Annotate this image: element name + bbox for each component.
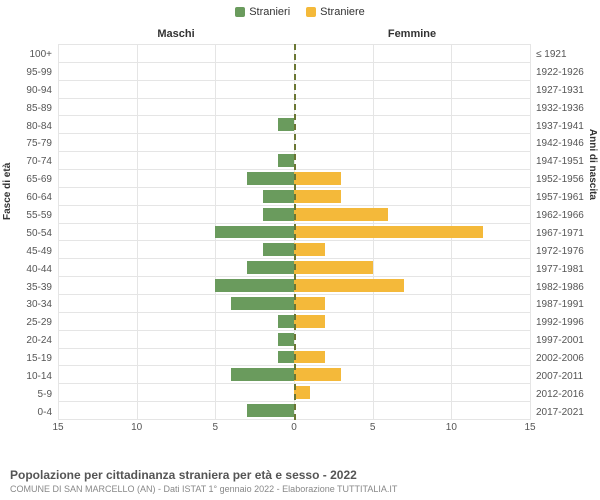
header-female: Femmine [294, 28, 530, 40]
age-label: 95-99 [0, 64, 52, 82]
age-label: 40-44 [0, 261, 52, 279]
birth-label: 1972-1976 [536, 243, 600, 261]
age-label: 55-59 [0, 207, 52, 225]
bar-male [263, 190, 294, 203]
age-label: 85-89 [0, 100, 52, 118]
bar-male [215, 279, 294, 292]
age-label: 30-34 [0, 296, 52, 314]
bar-male [278, 315, 294, 328]
age-label: 90-94 [0, 82, 52, 100]
bar-male [231, 297, 294, 310]
bar-male [278, 333, 294, 346]
age-label: 35-39 [0, 279, 52, 297]
birth-label: 1952-1956 [536, 171, 600, 189]
birth-label: 1937-1941 [536, 118, 600, 136]
bar-male [247, 172, 294, 185]
age-label: 20-24 [0, 332, 52, 350]
birth-label: 1997-2001 [536, 332, 600, 350]
bar-female [294, 208, 388, 221]
header-male: Maschi [58, 28, 294, 40]
legend-item-male: Stranieri [235, 6, 290, 18]
bar-female [294, 368, 341, 381]
x-tick-label: 0 [291, 422, 297, 433]
bar-male [247, 404, 294, 417]
age-label: 25-29 [0, 314, 52, 332]
legend-item-female: Straniere [306, 6, 365, 18]
birth-label: 2007-2011 [536, 368, 600, 386]
birth-label: 1927-1931 [536, 82, 600, 100]
age-label: 5-9 [0, 386, 52, 404]
x-tick-label: 5 [213, 422, 219, 433]
birth-label: 1922-1926 [536, 64, 600, 82]
birth-label: 1987-1991 [536, 296, 600, 314]
bar-female [294, 315, 325, 328]
legend-label-male: Stranieri [249, 6, 290, 18]
bar-male [278, 118, 294, 131]
legend-swatch-female [306, 7, 316, 17]
birth-label: 2012-2016 [536, 386, 600, 404]
bar-female [294, 243, 325, 256]
footer: Popolazione per cittadinanza straniera p… [10, 468, 590, 494]
bar-female [294, 172, 341, 185]
birth-label: 1932-1936 [536, 100, 600, 118]
age-label: 65-69 [0, 171, 52, 189]
age-label: 70-74 [0, 153, 52, 171]
bar-female [294, 386, 310, 399]
birth-label: ≤ 1921 [536, 46, 600, 64]
age-label: 80-84 [0, 118, 52, 136]
bar-female [294, 351, 325, 364]
legend-label-female: Straniere [320, 6, 365, 18]
birth-label: 2017-2021 [536, 404, 600, 422]
bar-female [294, 261, 373, 274]
grid-line [530, 44, 531, 420]
birth-label: 1982-1986 [536, 279, 600, 297]
x-tick-label: 10 [446, 422, 457, 433]
x-tick-label: 15 [52, 422, 63, 433]
birth-label: 1957-1961 [536, 189, 600, 207]
x-tick-label: 15 [524, 422, 535, 433]
bar-male [231, 368, 294, 381]
birth-label: 2002-2006 [536, 350, 600, 368]
age-label: 50-54 [0, 225, 52, 243]
legend-swatch-male [235, 7, 245, 17]
birth-label: 1947-1951 [536, 153, 600, 171]
birth-label: 1977-1981 [536, 261, 600, 279]
birth-label: 1942-1946 [536, 135, 600, 153]
x-tick-label: 10 [131, 422, 142, 433]
center-line [294, 44, 296, 420]
bar-male [278, 351, 294, 364]
bar-male [263, 208, 294, 221]
birth-label: 1967-1971 [536, 225, 600, 243]
chart-area: Maschi Femmine 15105051015 [58, 28, 530, 438]
bar-male [215, 226, 294, 239]
bar-male [278, 154, 294, 167]
age-label: 10-14 [0, 368, 52, 386]
bar-female [294, 190, 341, 203]
bar-male [247, 261, 294, 274]
bar-female [294, 297, 325, 310]
y-left-labels: 100+95-9990-9485-8980-8475-7970-7465-696… [0, 28, 56, 438]
age-label: 45-49 [0, 243, 52, 261]
age-label: 75-79 [0, 135, 52, 153]
x-ticks: 15105051015 [58, 422, 530, 434]
age-label: 60-64 [0, 189, 52, 207]
plot: 15105051015 [58, 44, 530, 420]
birth-label: 1992-1996 [536, 314, 600, 332]
y-right-labels: ≤ 19211922-19261927-19311932-19361937-19… [532, 28, 600, 438]
bar-male [263, 243, 294, 256]
bar-female [294, 279, 404, 292]
column-headers: Maschi Femmine [58, 28, 530, 40]
age-label: 15-19 [0, 350, 52, 368]
age-label: 0-4 [0, 404, 52, 422]
legend: Stranieri Straniere [0, 0, 600, 18]
age-label: 100+ [0, 46, 52, 64]
x-tick-label: 5 [370, 422, 376, 433]
bar-female [294, 226, 483, 239]
chart-title: Popolazione per cittadinanza straniera p… [10, 468, 590, 482]
chart-subtitle: COMUNE DI SAN MARCELLO (AN) - Dati ISTAT… [10, 484, 590, 494]
birth-label: 1962-1966 [536, 207, 600, 225]
